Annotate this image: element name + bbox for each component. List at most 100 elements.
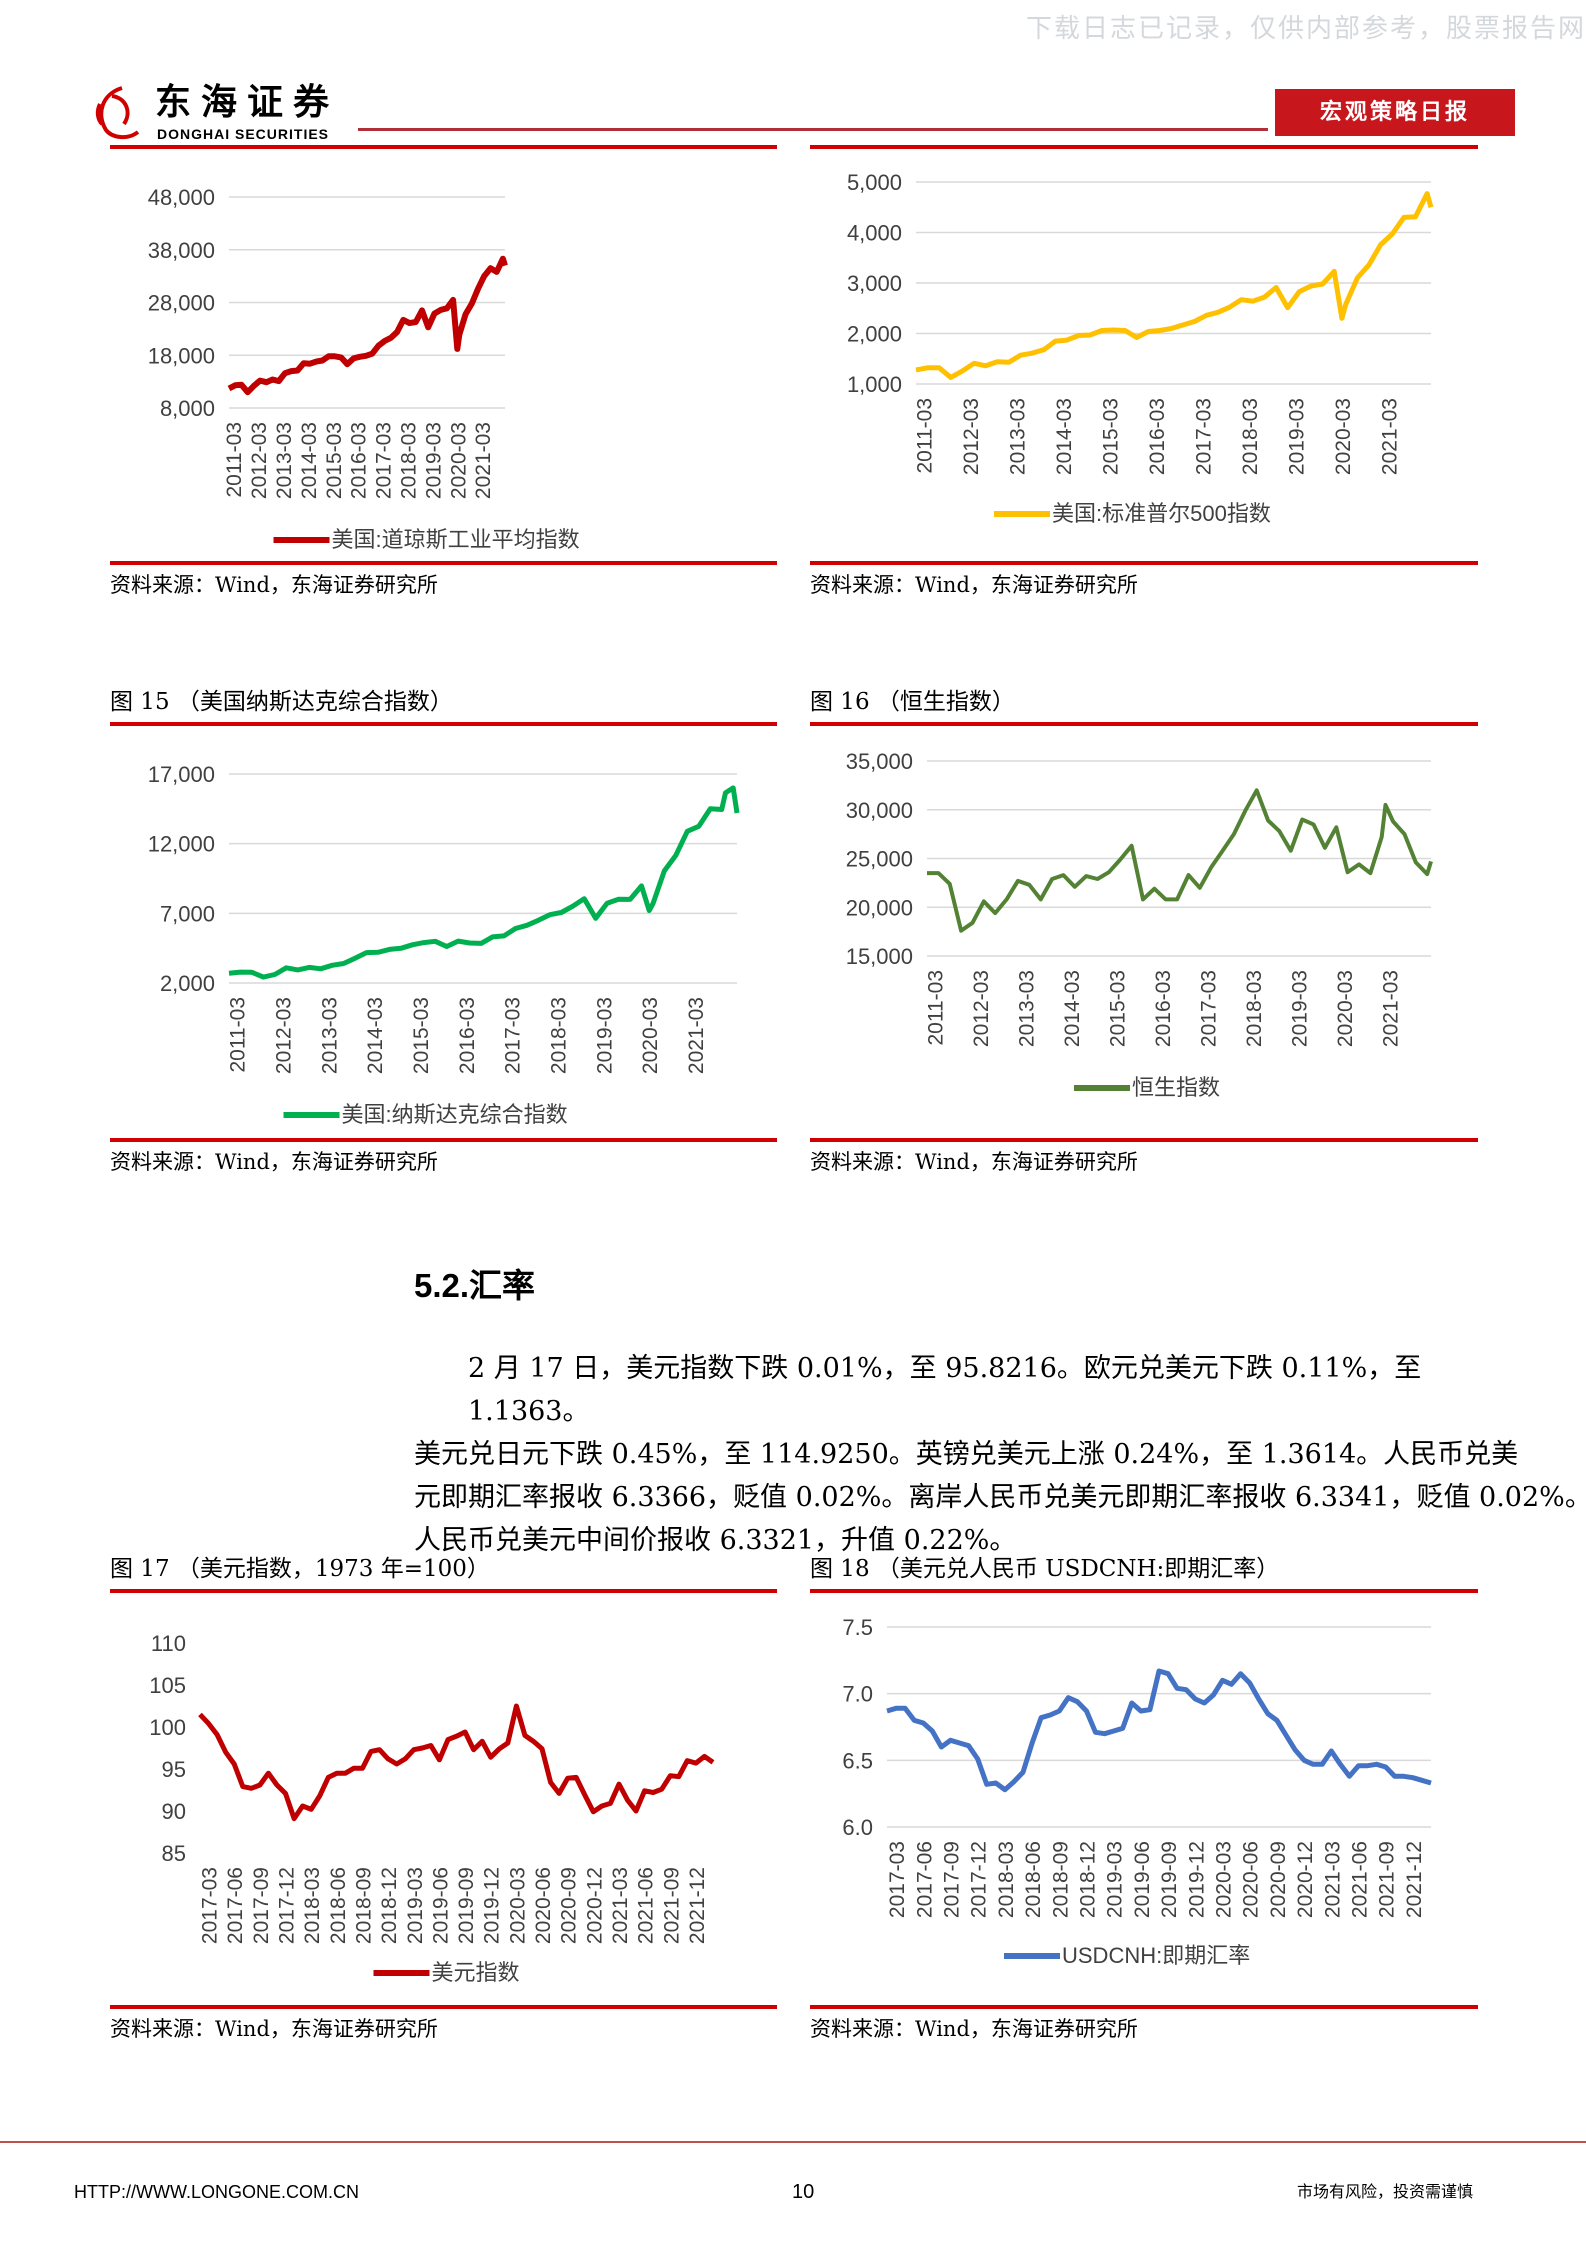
y-tick-label: 35,000 <box>846 749 913 774</box>
logo-dragon-icon <box>95 86 140 139</box>
x-tick-label: 2014-03 <box>1061 970 1084 1047</box>
y-tick-label: 17,000 <box>148 762 215 787</box>
x-tick-label: 2017-03 <box>886 1841 909 1918</box>
x-tick-label: 2018-03 <box>1239 398 1262 475</box>
chart-dxy: 85 90 95 100 105 110 2017-03 2017-06 2017-09 2017… <box>149 1631 715 1985</box>
y-tick-label: 95 <box>162 1757 186 1782</box>
legend-label: 美国:纳斯达克综合指数 <box>342 1102 568 1127</box>
figure-title: 图 18 （美元兑人民币 USDCNH:即期汇率） <box>810 1556 1280 1582</box>
divider <box>110 2005 777 2009</box>
divider <box>810 561 1478 565</box>
figure-title: 图 16 （恒生指数） <box>810 689 1015 715</box>
x-tick-label: 2012-03 <box>970 970 993 1047</box>
section-heading: 5.2.汇率 <box>414 1267 536 1304</box>
x-tick-label: 2017-06 <box>913 1841 936 1918</box>
x-tick-label: 2020-06 <box>532 1867 555 1944</box>
y-tick-label: 20,000 <box>846 895 913 920</box>
footer-url[interactable]: HTTP://WWW.LONGONE.COM.CN <box>74 2182 359 2202</box>
y-tick-label: 2,000 <box>847 322 902 347</box>
x-tick-label: 2020-03 <box>1332 398 1355 475</box>
x-tick-label: 2011-03 <box>223 422 246 498</box>
y-tick-label: 28,000 <box>148 291 215 316</box>
y-tick-label: 38,000 <box>148 238 215 263</box>
divider <box>110 561 777 565</box>
logo-text: 东海证券 <box>155 82 340 123</box>
divider <box>110 1589 777 1593</box>
y-tick-label: 105 <box>149 1673 186 1698</box>
x-tick-label: 2015-03 <box>1106 970 1129 1047</box>
x-tick-label: 2021-03 <box>1321 1841 1344 1918</box>
logo-english: DONGHAI SECURITIES <box>157 126 330 142</box>
x-tick-label: 2021-12 <box>1403 1841 1426 1918</box>
page-number: 10 <box>792 2181 815 2203</box>
x-tick-label: 2019-06 <box>429 1867 452 1944</box>
legend-label: 美国:道琼斯工业平均指数 <box>332 527 580 552</box>
x-tick-label: 2015-03 <box>1100 398 1123 475</box>
x-tick-label: 2018-12 <box>378 1867 401 1944</box>
x-tick-label: 2017-03 <box>199 1867 222 1944</box>
x-tick-label: 2021-06 <box>635 1867 658 1944</box>
divider <box>110 145 777 149</box>
x-tick-label: 2020-06 <box>1240 1841 1263 1918</box>
x-tick-label: 2013-03 <box>1007 398 1030 475</box>
y-tick-label: 48,000 <box>148 185 215 210</box>
x-tick-label: 2012-03 <box>248 422 271 499</box>
x-tick-label: 2013-03 <box>1016 970 1039 1047</box>
figure-title: 图 15 （美国纳斯达克综合指数） <box>110 689 453 715</box>
x-tick-label: 2017-12 <box>968 1841 991 1918</box>
y-tick-label: 30,000 <box>846 798 913 823</box>
x-tick-label: 2021-09 <box>1376 1841 1399 1918</box>
x-tick-label: 2021-03 <box>609 1867 632 1944</box>
x-tick-label: 2018-12 <box>1076 1841 1099 1918</box>
y-tick-label: 6.5 <box>842 1748 873 1773</box>
x-tick-label: 2021-03 <box>685 997 708 1074</box>
x-tick-label: 2021-09 <box>660 1867 683 1944</box>
x-tick-label: 2017-03 <box>1197 970 1220 1047</box>
y-tick-label: 25,000 <box>846 847 913 872</box>
series-line <box>227 255 508 396</box>
x-tick-label: 2019-12 <box>1185 1841 1208 1918</box>
x-tick-label: 2016-03 <box>348 422 371 499</box>
y-tick-label: 90 <box>162 1799 186 1824</box>
y-tick-label: 6.0 <box>842 1815 873 1840</box>
y-tick-label: 12,000 <box>148 832 215 857</box>
x-tick-label: 2017-03 <box>1193 398 1216 475</box>
x-tick-label: 2015-03 <box>323 422 346 499</box>
divider <box>110 722 777 726</box>
y-tick-label: 4,000 <box>847 221 902 246</box>
x-tick-label: 2012-03 <box>272 997 295 1074</box>
x-tick-label: 2018-06 <box>327 1867 350 1944</box>
series-line <box>915 191 1434 380</box>
y-tick-label: 18,000 <box>148 343 215 368</box>
x-tick-label: 2012-03 <box>960 398 983 475</box>
x-tick-label: 2018-06 <box>1022 1841 1045 1918</box>
section-paragraph: 2 月 17 日，美元指数下跌 0.01%，至 95.8216。欧元兑美元下跌 … <box>414 1347 1586 1562</box>
x-tick-label: 2011-03 <box>227 997 250 1073</box>
footer-divider <box>0 2141 1586 2143</box>
source-note: 资料来源：Wind，东海证券研究所 <box>110 1150 438 1174</box>
x-tick-label: 2018-03 <box>301 1867 324 1944</box>
x-tick-label: 2018-09 <box>352 1867 375 1944</box>
divider <box>810 2005 1478 2009</box>
x-tick-label: 2019-03 <box>1288 970 1311 1047</box>
x-tick-label: 2020-09 <box>558 1867 581 1944</box>
series-line <box>198 1703 715 1822</box>
x-tick-label: 2020-03 <box>1334 970 1357 1047</box>
x-tick-label: 2021-06 <box>1348 1841 1371 1918</box>
chart-hsi: 15,000 20,000 25,000 30,000 35,000 2011-03 201… <box>846 749 1433 1100</box>
x-tick-label: 2014-03 <box>298 422 321 499</box>
x-tick-label: 2014-03 <box>1053 398 1076 475</box>
x-tick-label: 2016-03 <box>1146 398 1169 475</box>
series-line <box>228 785 740 980</box>
x-tick-label: 2020-12 <box>1294 1841 1317 1918</box>
chart-usdcnh: 6.0 6.5 7.0 7.5 2017-03 2017-06 2017-09 2017-12… <box>842 1615 1432 1968</box>
source-note: 资料来源：Wind，东海证券研究所 <box>110 2017 438 2041</box>
chart-dow: 8,000 18,000 28,000 38,000 48,000 2011-03 2012… <box>148 185 580 552</box>
x-tick-label: 2016-03 <box>1152 970 1175 1047</box>
x-tick-label: 2021-12 <box>686 1867 709 1944</box>
x-tick-label: 2014-03 <box>364 997 387 1074</box>
series-line <box>886 1668 1432 1793</box>
divider <box>110 1138 777 1142</box>
x-tick-label: 2013-03 <box>273 422 296 499</box>
x-tick-label: 2018-03 <box>547 997 570 1074</box>
